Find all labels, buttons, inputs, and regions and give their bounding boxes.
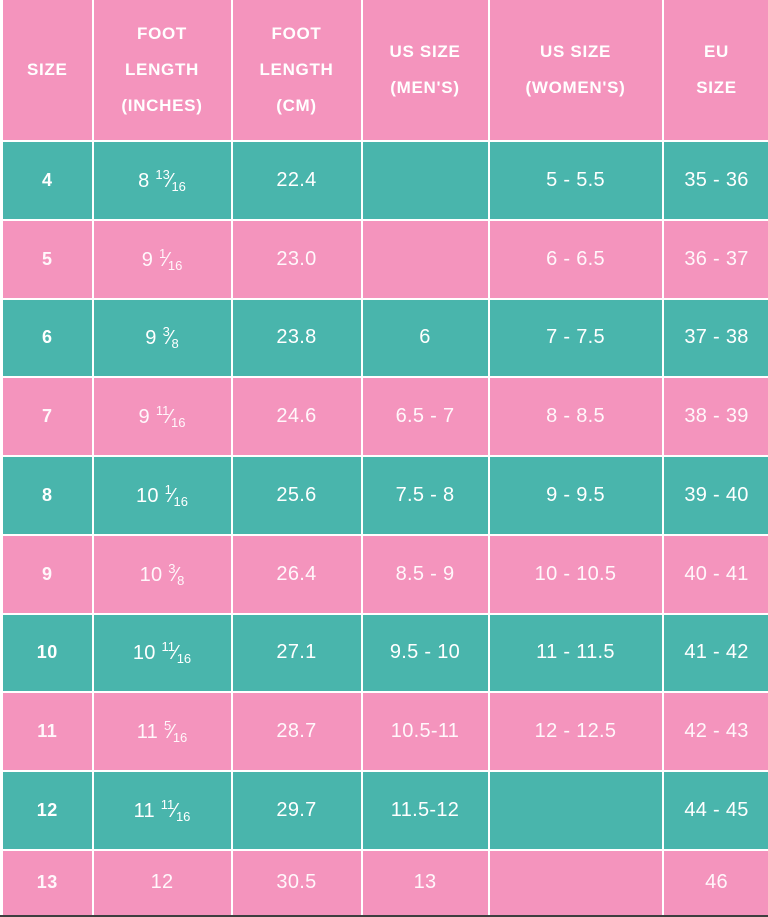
header-foot-length-cm: FOOT LENGTH (CM) bbox=[230, 0, 363, 142]
cell-size: 13 bbox=[0, 848, 94, 915]
cell-foot_length_inches: 11 5⁄16 bbox=[91, 691, 233, 772]
cell-us_size_womens bbox=[487, 848, 664, 915]
cell-foot_length_cm: 29.7 bbox=[230, 770, 363, 851]
cell-eu_size: 39 - 40 bbox=[661, 455, 768, 536]
cell-foot_length_cm: 25.6 bbox=[230, 455, 363, 536]
cell-eu_size: 38 - 39 bbox=[661, 376, 768, 457]
fraction-slash: ⁄ bbox=[170, 721, 174, 744]
fraction-slash: ⁄ bbox=[174, 642, 178, 665]
table-header-row: SIZE FOOT LENGTH (INCHES) FOOT LENGTH (C… bbox=[0, 0, 768, 142]
cell-foot_length_cm: 24.6 bbox=[230, 376, 363, 457]
cell-size: 7 bbox=[0, 376, 94, 457]
cell-us_size_womens: 12 - 12.5 bbox=[487, 691, 664, 772]
header-eu-size: EU SIZE bbox=[661, 0, 768, 142]
cell-size: 8 bbox=[0, 455, 94, 536]
cell-us_size_womens: 5 - 5.5 bbox=[487, 140, 664, 221]
cell-foot_length_inches: 11 11⁄16 bbox=[91, 770, 233, 851]
cell-size: 5 bbox=[0, 218, 94, 300]
table-row: 12 11 11⁄16 29.7 11.5-12 44 - 45 bbox=[0, 770, 768, 851]
cell-us_size_mens: 7.5 - 8 bbox=[360, 455, 490, 536]
cell-us_size_womens: 9 - 9.5 bbox=[487, 455, 664, 536]
cell-eu_size: 44 - 45 bbox=[661, 770, 768, 851]
cell-foot_length_cm: 28.7 bbox=[230, 691, 363, 772]
header-size: SIZE bbox=[0, 0, 94, 142]
cell-eu_size: 35 - 36 bbox=[661, 140, 768, 221]
cell-eu_size: 40 - 41 bbox=[661, 533, 768, 615]
cell-foot_length_inches: 8 13⁄16 bbox=[91, 140, 233, 221]
cell-foot_length_cm: 30.5 bbox=[230, 848, 363, 915]
cell-foot_length_cm: 23.8 bbox=[230, 297, 363, 379]
fraction-slash: ⁄ bbox=[168, 169, 173, 192]
cell-eu_size: 42 - 43 bbox=[661, 691, 768, 772]
cell-size: 9 bbox=[0, 533, 94, 615]
cell-us_size_mens: 13 bbox=[360, 848, 490, 915]
cell-foot_length_cm: 23.0 bbox=[230, 218, 363, 300]
cell-us_size_womens: 10 - 10.5 bbox=[487, 533, 664, 615]
fraction-slash: ⁄ bbox=[168, 327, 173, 350]
fraction-slash: ⁄ bbox=[168, 406, 172, 429]
cell-foot_length_inches: 10 11⁄16 bbox=[91, 612, 233, 694]
cell-us_size_mens: 11.5-12 bbox=[360, 770, 490, 851]
cell-size: 12 bbox=[0, 770, 94, 851]
cell-us_size_womens bbox=[487, 770, 664, 851]
cell-us_size_womens: 8 - 8.5 bbox=[487, 376, 664, 457]
cell-foot_length_cm: 27.1 bbox=[230, 612, 363, 694]
cell-us_size_mens: 9.5 - 10 bbox=[360, 612, 490, 694]
header-us-size-mens: US SIZE (MEN'S) bbox=[360, 0, 490, 142]
header-foot-length-inches: FOOT LENGTH (INCHES) bbox=[91, 0, 233, 142]
cell-foot_length_inches: 10 1⁄16 bbox=[91, 455, 233, 536]
fraction-slash: ⁄ bbox=[165, 248, 169, 271]
cell-eu_size: 36 - 37 bbox=[661, 218, 768, 300]
table-row: 10 10 11⁄16 27.1 9.5 - 10 11 - 11.5 41 - 42 bbox=[0, 612, 768, 694]
table-row: 11 11 5⁄16 28.7 10.5-11 12 - 12.5 42 - 43 bbox=[0, 691, 768, 772]
cell-size: 4 bbox=[0, 140, 94, 221]
cell-us_size_mens bbox=[360, 218, 490, 300]
cell-foot_length_inches: 12 bbox=[91, 848, 233, 915]
cell-us_size_mens bbox=[360, 140, 490, 221]
cell-us_size_womens: 7 - 7.5 bbox=[487, 297, 664, 379]
cell-us_size_mens: 6 bbox=[360, 297, 490, 379]
cell-us_size_mens: 10.5-11 bbox=[360, 691, 490, 772]
cell-us_size_mens: 8.5 - 9 bbox=[360, 533, 490, 615]
cell-foot_length_cm: 22.4 bbox=[230, 140, 363, 221]
cell-foot_length_cm: 26.4 bbox=[230, 533, 363, 615]
cell-size: 6 bbox=[0, 297, 94, 379]
header-us-size-womens: US SIZE (WOMEN'S) bbox=[487, 0, 664, 142]
cell-eu_size: 41 - 42 bbox=[661, 612, 768, 694]
cell-size: 11 bbox=[0, 691, 94, 772]
cell-eu_size: 46 bbox=[661, 848, 768, 915]
cell-foot_length_inches: 9 3⁄8 bbox=[91, 297, 233, 379]
cell-size: 10 bbox=[0, 612, 94, 694]
table-row: 9 10 3⁄8 26.4 8.5 - 9 10 - 10.5 40 - 41 bbox=[0, 533, 768, 615]
table-row: 13 12 30.5 13 46 bbox=[0, 848, 768, 915]
cell-us_size_womens: 6 - 6.5 bbox=[487, 218, 664, 300]
cell-us_size_mens: 6.5 - 7 bbox=[360, 376, 490, 457]
cell-us_size_womens: 11 - 11.5 bbox=[487, 612, 664, 694]
cell-foot_length_inches: 9 11⁄16 bbox=[91, 376, 233, 457]
cell-foot_length_inches: 9 1⁄16 bbox=[91, 218, 233, 300]
fraction-slash: ⁄ bbox=[173, 799, 177, 822]
fraction-slash: ⁄ bbox=[170, 484, 175, 507]
cell-foot_length_inches: 10 3⁄8 bbox=[91, 533, 233, 615]
fraction-slash: ⁄ bbox=[174, 563, 179, 586]
table-header: SIZE FOOT LENGTH (INCHES) FOOT LENGTH (C… bbox=[0, 0, 768, 142]
cell-eu_size: 37 - 38 bbox=[661, 297, 768, 379]
